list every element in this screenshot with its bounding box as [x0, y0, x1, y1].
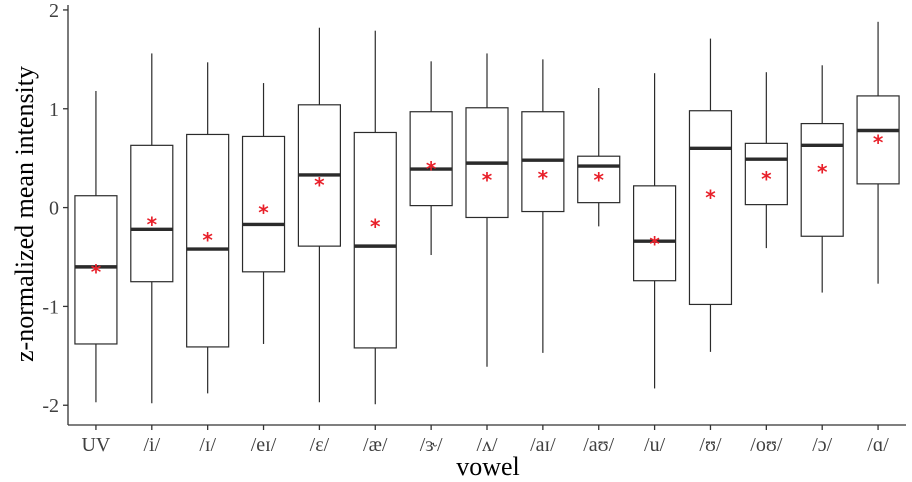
x-tick-label: UV	[81, 434, 110, 456]
x-tick-label: /ɪ/	[199, 434, 216, 456]
x-tick-label: /ɛ/	[310, 434, 330, 456]
box-iqr	[241, 135, 286, 273]
x-axis: UV/i/ /ɪ/ /eɪ/ /ɛ/ /æ/ /ɝ/ /ʌ/ /aɪ/ /aʊ/ /u/ /ʊ/ /o…	[68, 424, 906, 456]
y-axis-title: z-normalized mean intensity	[10, 66, 39, 362]
x-tick-label: /eɪ/	[251, 434, 277, 456]
box-6	[353, 30, 397, 405]
box-iqr	[632, 185, 677, 282]
mean-markers: * * * * * * * * * * * * * * *	[91, 130, 884, 283]
box-iqr	[800, 122, 844, 237]
x-tick-label: /aɪ/	[530, 434, 556, 456]
box-10	[577, 88, 621, 227]
box-14	[800, 65, 844, 293]
mean-marker: *	[258, 201, 269, 225]
mean-marker: *	[649, 232, 660, 256]
mean-marker: *	[147, 212, 158, 236]
box-9	[521, 59, 565, 353]
box-11	[632, 73, 677, 389]
y-tick-label: -2	[42, 395, 59, 417]
box-13	[744, 72, 788, 249]
box-12	[688, 38, 733, 352]
mean-marker: *	[538, 166, 549, 190]
y-tick-label: 2	[49, 0, 59, 22]
y-tick-label: 0	[49, 198, 59, 220]
mean-marker: *	[426, 157, 437, 181]
x-tick-label: /i/	[143, 434, 160, 456]
mean-marker: *	[370, 214, 381, 238]
mean-marker: *	[314, 173, 325, 197]
mean-marker: *	[482, 168, 493, 192]
x-tick-label: /ɝ/	[420, 434, 443, 456]
box-4	[241, 83, 286, 344]
box-iqr	[74, 195, 118, 345]
x-tick-label: /aʊ/	[583, 434, 614, 456]
mean-marker: *	[202, 228, 213, 252]
y-axis: -2 -1 0 1 2	[42, 0, 69, 425]
box-3	[186, 62, 230, 394]
box-2	[130, 53, 174, 404]
box-5	[297, 27, 341, 403]
x-tick-label: /æ/	[363, 434, 388, 456]
x-tick-label: /u/	[644, 434, 666, 456]
x-tick-label: /ʊ/	[699, 434, 722, 456]
mean-marker: *	[705, 186, 716, 210]
mean-marker: *	[873, 130, 884, 154]
box-15	[856, 21, 900, 284]
y-tick-label: 1	[49, 99, 59, 121]
x-tick-label: /ɔ/	[812, 434, 832, 456]
mean-marker: *	[761, 167, 772, 191]
box-iqr	[353, 131, 397, 349]
box-iqr	[409, 111, 453, 207]
box-iqr	[744, 142, 788, 206]
mean-marker: *	[817, 160, 828, 184]
x-axis-title: vowel	[456, 452, 520, 481]
x-tick-label: /ʌ/	[476, 434, 498, 456]
box-iqr	[688, 110, 733, 306]
x-tick-label: /ɑ/	[867, 434, 889, 456]
box-1	[74, 90, 118, 403]
box-8	[465, 53, 509, 367]
box-series	[74, 21, 900, 405]
box-iqr	[577, 155, 621, 204]
box-iqr	[186, 133, 230, 348]
mean-marker: *	[593, 168, 604, 192]
y-tick-label: -1	[42, 296, 59, 318]
mean-marker: *	[91, 260, 102, 284]
box-7	[409, 61, 453, 256]
x-tick-label: /oʊ/	[750, 434, 783, 456]
box-iqr	[856, 95, 900, 185]
box-iqr	[130, 144, 174, 283]
